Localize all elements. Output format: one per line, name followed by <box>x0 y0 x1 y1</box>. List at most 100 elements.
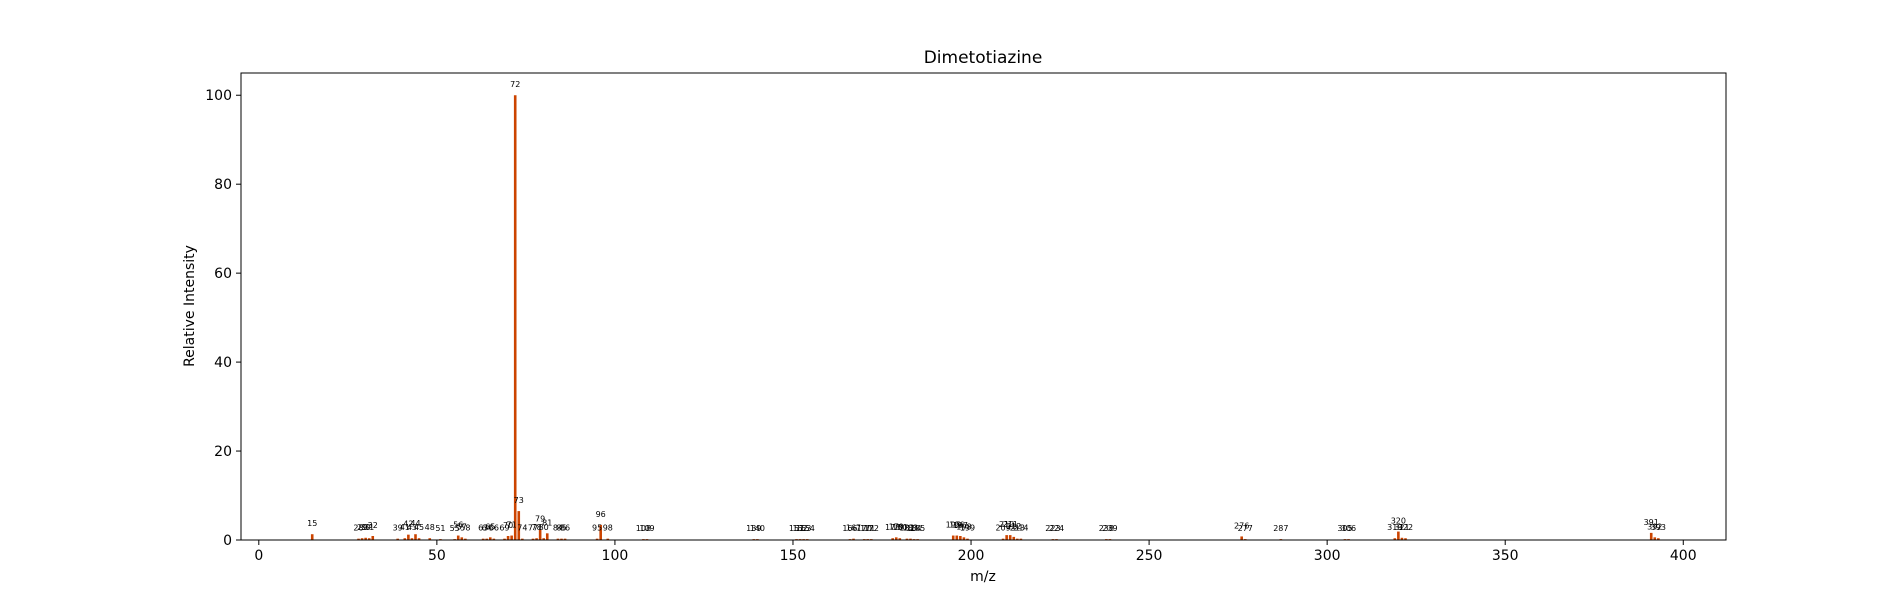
y-tick-label: 20 <box>214 444 232 460</box>
peak-bar <box>599 524 602 540</box>
peak-label: 223 <box>1045 524 1060 533</box>
peak-bar <box>852 538 855 540</box>
peak-label: 277 <box>1238 524 1253 533</box>
peak-label: 238 <box>1099 524 1114 533</box>
peak-bar <box>396 538 399 540</box>
peak-bar <box>456 535 460 540</box>
peak-bar <box>481 538 485 540</box>
peak-label: 66 <box>489 524 499 533</box>
peak-label: 45 <box>414 523 424 532</box>
peak-bar <box>1653 537 1657 540</box>
peak-label: 77 <box>528 524 538 533</box>
peak-label: 322 <box>1398 523 1413 532</box>
peak-bar <box>959 536 962 540</box>
peak-label: 39 <box>393 524 403 533</box>
y-tick-label: 100 <box>205 88 232 104</box>
peak-bar <box>1649 532 1653 540</box>
peak-label: 184 <box>906 524 921 533</box>
peak-bar <box>951 535 955 540</box>
peak-label: 42 <box>403 520 413 529</box>
peak-label: 32 <box>368 521 378 530</box>
peak-bar <box>1016 538 1019 540</box>
peak-bar <box>364 537 367 540</box>
peak-label: 43 <box>407 523 417 532</box>
peak-bar <box>485 538 489 540</box>
peak-label: 140 <box>750 524 765 533</box>
peak-label: 198 <box>956 522 971 531</box>
peak-bar <box>955 535 959 540</box>
peak-label: 180 <box>892 523 907 532</box>
x-tick-label: 300 <box>1314 548 1341 564</box>
peak-bar <box>492 538 496 540</box>
peak-label: 391 <box>1644 518 1659 527</box>
peak-bar <box>360 538 364 540</box>
peak-label: 31 <box>364 523 374 532</box>
peak-label: 29 <box>357 523 367 532</box>
peak-bar <box>538 529 542 540</box>
peak-label: 51 <box>435 524 445 533</box>
peak-bar <box>521 538 524 540</box>
y-tick-label: 80 <box>214 177 232 193</box>
peak-label: 109 <box>639 524 654 533</box>
peak-label: 152 <box>792 524 807 533</box>
peak-label: 212 <box>1006 522 1021 531</box>
peak-bar <box>560 538 563 540</box>
peak-label: 179 <box>889 522 904 531</box>
peak-label: 96 <box>596 510 606 519</box>
peak-label: 65 <box>485 522 495 531</box>
peak-label: 71 <box>507 521 517 530</box>
peak-label: 30 <box>361 523 371 532</box>
peak-label: 305 <box>1337 524 1352 533</box>
peak-bar <box>510 535 513 540</box>
peak-label: 166 <box>842 524 857 533</box>
peak-bar <box>1400 537 1404 540</box>
peak-bar <box>410 538 414 540</box>
peak-bar <box>909 538 912 540</box>
peak-bar <box>506 536 510 540</box>
peak-label: 393 <box>1651 523 1666 532</box>
peak-label: 74 <box>517 524 527 533</box>
peak-bar <box>962 537 966 540</box>
plot-frame <box>240 72 1727 541</box>
peak-bar <box>1657 538 1660 540</box>
peak-label: 85 <box>556 524 566 533</box>
peak-label: 199 <box>960 524 975 533</box>
y-tick-label: 60 <box>214 266 232 282</box>
peak-label: 98 <box>603 524 613 533</box>
peak-label: 154 <box>800 524 815 533</box>
peak-bar <box>542 538 545 540</box>
peak-bar <box>488 537 492 540</box>
peak-label: 171 <box>860 524 875 533</box>
peak-label: 79 <box>535 514 545 523</box>
peak-label: 319 <box>1387 523 1402 532</box>
peak-bar <box>1008 535 1012 540</box>
peak-label: 63 <box>478 524 488 533</box>
peak-label: 81 <box>542 518 552 527</box>
peak-bar <box>1019 538 1023 540</box>
peak-bar <box>531 538 535 540</box>
peak-label: 69 <box>499 524 509 533</box>
peak-label: 95 <box>592 524 602 533</box>
peak-bar <box>556 538 560 540</box>
peak-bar <box>1001 538 1005 540</box>
peak-label: 213 <box>1010 524 1025 533</box>
peak-label: 392 <box>1647 522 1662 531</box>
peak-bar <box>1393 538 1397 540</box>
x-tick-label: 0 <box>254 548 263 564</box>
peak-label: 139 <box>746 524 761 533</box>
peak-label: 170 <box>857 524 872 533</box>
peak-label: 210 <box>999 520 1014 529</box>
peak-label: 28 <box>353 524 363 533</box>
x-axis-title: m/z <box>970 569 996 585</box>
peak-label: 321 <box>1394 523 1409 532</box>
peak-bar <box>414 534 417 540</box>
peak-bar <box>1005 535 1008 540</box>
peak-bar <box>905 538 909 540</box>
peak-bar <box>966 538 969 540</box>
peak-bar <box>563 538 567 540</box>
peak-label: 306 <box>1341 524 1356 533</box>
peak-label: 108 <box>636 524 651 533</box>
peak-label: 183 <box>903 524 918 533</box>
